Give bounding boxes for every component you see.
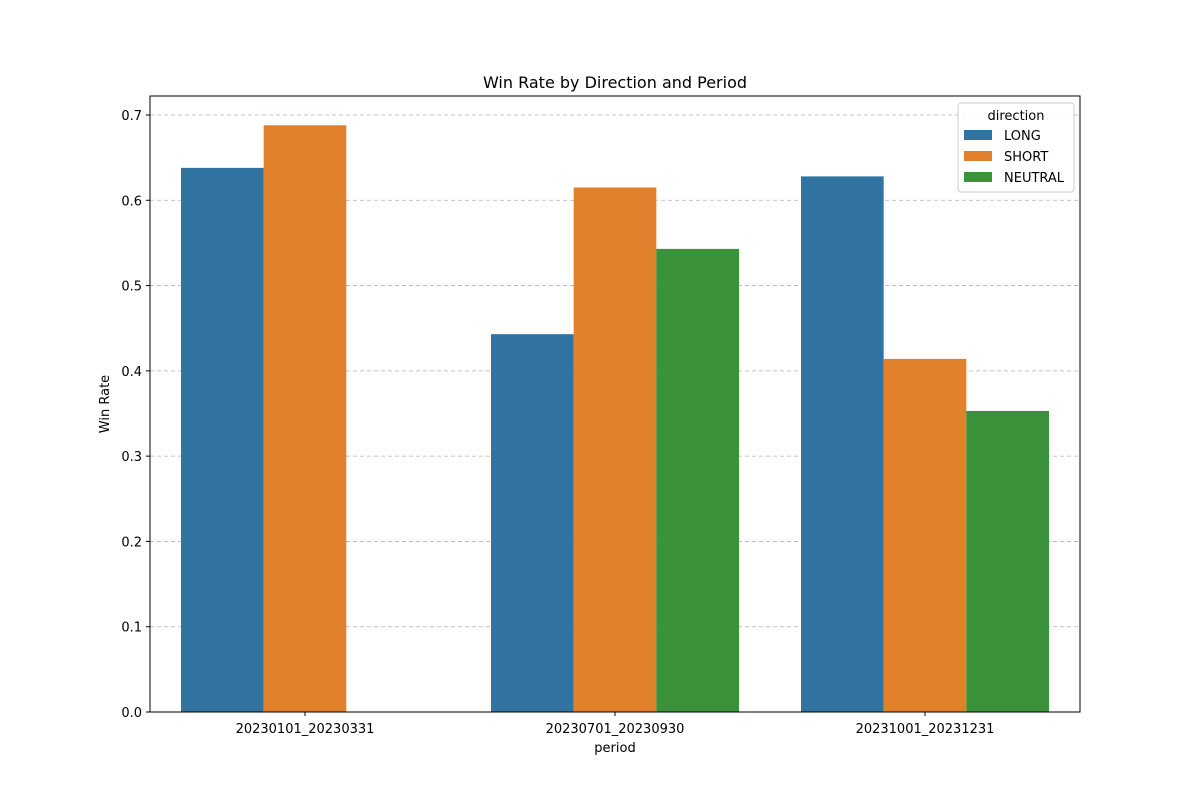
- y-axis-label: Win Rate: [98, 375, 113, 433]
- legend-label-long: LONG: [1004, 129, 1041, 144]
- bar-long-0: [181, 167, 264, 712]
- legend-label-neutral: NEUTRAL: [1004, 171, 1065, 186]
- x-axis-label: period: [594, 741, 635, 756]
- y-tick-label: 0.5: [121, 280, 142, 295]
- y-tick-label: 0.6: [121, 194, 142, 209]
- y-tick-label: 0.4: [121, 365, 142, 380]
- bar-long-1: [491, 334, 574, 712]
- bar-short-1: [573, 187, 657, 712]
- legend: direction LONG SHORT NEUTRAL: [957, 102, 1075, 193]
- x-tick-label: 20231001_20231231: [856, 722, 995, 737]
- legend-title: direction: [988, 109, 1045, 124]
- y-tick-label: 0.1: [121, 621, 142, 636]
- x-axis: 20230101_20230331 20230701_20230930 202310…: [236, 712, 995, 737]
- y-tick-label: 0.0: [121, 706, 142, 721]
- bar-short-0: [263, 125, 347, 713]
- legend-swatch-neutral: [964, 172, 992, 182]
- y-tick-label: 0.2: [121, 535, 142, 550]
- x-tick-label: 20230101_20230331: [236, 722, 375, 737]
- legend-swatch-short: [964, 151, 992, 161]
- bar-neutral-1: [656, 248, 739, 713]
- y-tick-label: 0.3: [121, 450, 142, 465]
- legend-swatch-long: [964, 130, 992, 140]
- y-axis: 0.0 0.1 0.2 0.3 0.4 0.5 0.6 0.7: [121, 109, 150, 721]
- legend-box: [957, 102, 1075, 193]
- x-tick-label: 20230701_20230930: [546, 722, 685, 737]
- bar-long-2: [801, 176, 884, 713]
- bars: [181, 125, 1049, 713]
- bar-neutral-2: [966, 410, 1049, 712]
- y-tick-label: 0.7: [121, 109, 142, 124]
- legend-label-short: SHORT: [1004, 150, 1048, 165]
- chart-title: Win Rate by Direction and Period: [483, 73, 747, 92]
- bar-short-2: [883, 358, 967, 712]
- legend-items: LONG SHORT NEUTRAL: [964, 129, 1065, 186]
